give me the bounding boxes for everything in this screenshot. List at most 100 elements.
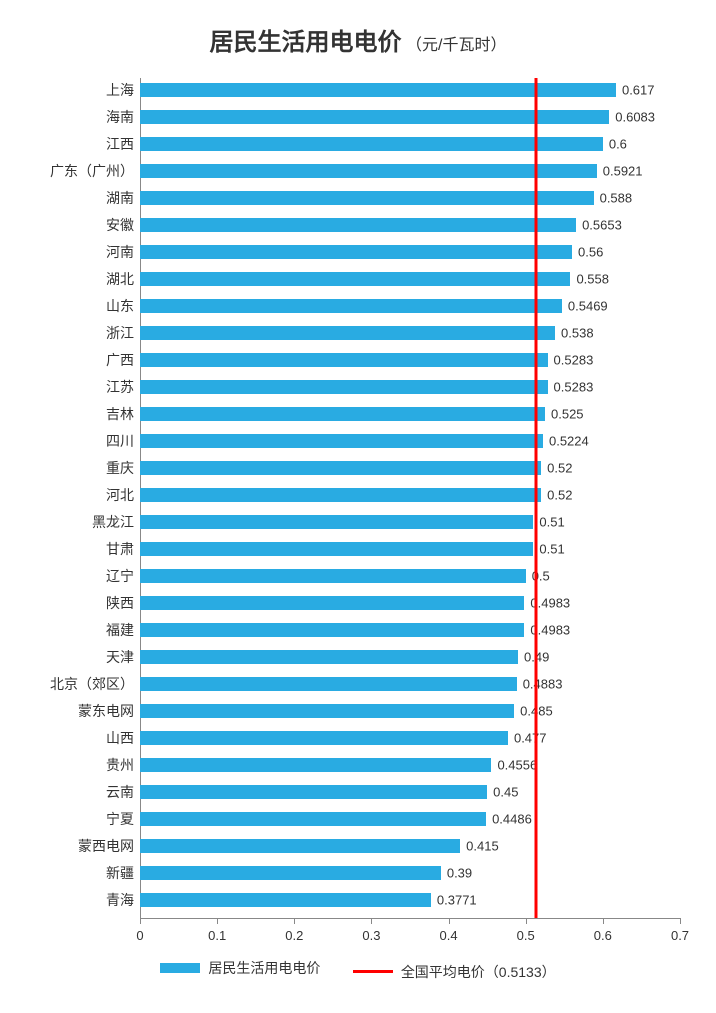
category-label: 蒙东电网 xyxy=(4,701,134,721)
bar xyxy=(140,272,570,286)
bar-value-label: 0.6 xyxy=(609,137,627,152)
category-label: 湖南 xyxy=(4,188,134,208)
legend-item-line: 全国平均电价（0.5133） xyxy=(353,962,556,982)
x-tick-label: 0.2 xyxy=(285,928,303,943)
bar-row: 0.5921 xyxy=(140,158,680,185)
x-tick-mark xyxy=(371,918,372,924)
bar-value-label: 0.56 xyxy=(578,245,603,260)
bar-row: 0.4983 xyxy=(140,617,680,644)
category-label: 江苏 xyxy=(4,377,134,397)
bar-value-label: 0.4556 xyxy=(497,758,537,773)
bar-value-label: 0.4883 xyxy=(523,677,563,692)
bar xyxy=(140,758,491,772)
bar-value-label: 0.5283 xyxy=(554,380,594,395)
bar xyxy=(140,785,487,799)
bar xyxy=(140,704,514,718)
chart-title-row: 居民生活用电电价 （元/千瓦时） xyxy=(0,0,716,67)
bar-value-label: 0.51 xyxy=(539,542,564,557)
bar-row: 0.5224 xyxy=(140,428,680,455)
bar-value-label: 0.39 xyxy=(447,866,472,881)
bar xyxy=(140,380,548,394)
legend-label-line: 全国平均电价（0.5133） xyxy=(401,962,556,982)
legend-swatch-bar xyxy=(160,963,200,973)
category-label: 蒙西电网 xyxy=(4,836,134,856)
category-label: 贵州 xyxy=(4,755,134,775)
bar-row: 0.617 xyxy=(140,77,680,104)
bar-row: 0.525 xyxy=(140,401,680,428)
bar xyxy=(140,83,616,97)
bar xyxy=(140,596,524,610)
x-tick-label: 0 xyxy=(136,928,143,943)
bar xyxy=(140,515,533,529)
category-label: 云南 xyxy=(4,782,134,802)
category-label: 河北 xyxy=(4,485,134,505)
x-tick-mark xyxy=(140,918,141,924)
bar-row: 0.3771 xyxy=(140,887,680,914)
category-label: 青海 xyxy=(4,890,134,910)
bar xyxy=(140,245,572,259)
bar xyxy=(140,218,576,232)
bar-row: 0.5653 xyxy=(140,212,680,239)
bar-row: 0.538 xyxy=(140,320,680,347)
legend-label-bar: 居民生活用电电价 xyxy=(208,958,320,978)
category-label: 江西 xyxy=(4,134,134,154)
bar-value-label: 0.52 xyxy=(547,488,572,503)
legend-item-bar: 居民生活用电电价 xyxy=(160,958,320,978)
bar-row: 0.45 xyxy=(140,779,680,806)
bar xyxy=(140,326,555,340)
bar-row: 0.51 xyxy=(140,536,680,563)
bar-value-label: 0.51 xyxy=(539,515,564,530)
category-label: 浙江 xyxy=(4,323,134,343)
category-label: 河南 xyxy=(4,242,134,262)
plot-area: 0.617 0.6083 0.6 0.5921 0.5880.5653 0.56 0.558… xyxy=(140,78,680,918)
category-label: 甘肃 xyxy=(4,539,134,559)
category-label: 重庆 xyxy=(4,458,134,478)
x-tick-label: 0.6 xyxy=(594,928,612,943)
bar-row: 0.4486 xyxy=(140,806,680,833)
bar-value-label: 0.5224 xyxy=(549,434,589,449)
bar-row: 0.51 xyxy=(140,509,680,536)
bar xyxy=(140,542,533,556)
bar-value-label: 0.5469 xyxy=(568,299,608,314)
bar-row: 0.415 xyxy=(140,833,680,860)
category-label: 辽宁 xyxy=(4,566,134,586)
category-label: 广西 xyxy=(4,350,134,370)
bar-row: 0.39 xyxy=(140,860,680,887)
bar-row: 0.4983 xyxy=(140,590,680,617)
bar xyxy=(140,137,603,151)
bar xyxy=(140,812,486,826)
x-tick-label: 0.4 xyxy=(440,928,458,943)
bar-value-label: 0.6083 xyxy=(615,110,655,125)
category-label: 山西 xyxy=(4,728,134,748)
bar-row: 0.4556 xyxy=(140,752,680,779)
x-tick-mark xyxy=(526,918,527,924)
bar xyxy=(140,731,508,745)
bar xyxy=(140,569,526,583)
bar xyxy=(140,191,594,205)
bar-row: 0.588 xyxy=(140,185,680,212)
chart-title: 居民生活用电电价 xyxy=(210,29,402,56)
bar-value-label: 0.5921 xyxy=(603,164,643,179)
x-tick-mark xyxy=(217,918,218,924)
bar xyxy=(140,893,431,907)
bar xyxy=(140,488,541,502)
bar-value-label: 0.45 xyxy=(493,785,518,800)
category-label: 上海 xyxy=(4,80,134,100)
bar-value-label: 0.558 xyxy=(576,272,609,287)
bar xyxy=(140,461,541,475)
reference-line xyxy=(534,78,537,918)
x-tick-mark xyxy=(294,918,295,924)
bar-value-label: 0.5283 xyxy=(554,353,594,368)
x-tick-label: 0.1 xyxy=(208,928,226,943)
chart-subtitle: （元/千瓦时） xyxy=(406,37,506,54)
x-tick-label: 0.5 xyxy=(517,928,535,943)
bar-row: 0.5283 xyxy=(140,374,680,401)
bars-layer: 0.617 0.6083 0.6 0.5921 0.5880.5653 0.56 0.558… xyxy=(140,78,680,918)
category-label: 海南 xyxy=(4,107,134,127)
bar-row: 0.52 xyxy=(140,455,680,482)
category-label: 山东 xyxy=(4,296,134,316)
bar-row: 0.5469 xyxy=(140,293,680,320)
bar-value-label: 0.477 xyxy=(514,731,547,746)
bar-row: 0.5283 xyxy=(140,347,680,374)
bar-value-label: 0.3771 xyxy=(437,893,477,908)
